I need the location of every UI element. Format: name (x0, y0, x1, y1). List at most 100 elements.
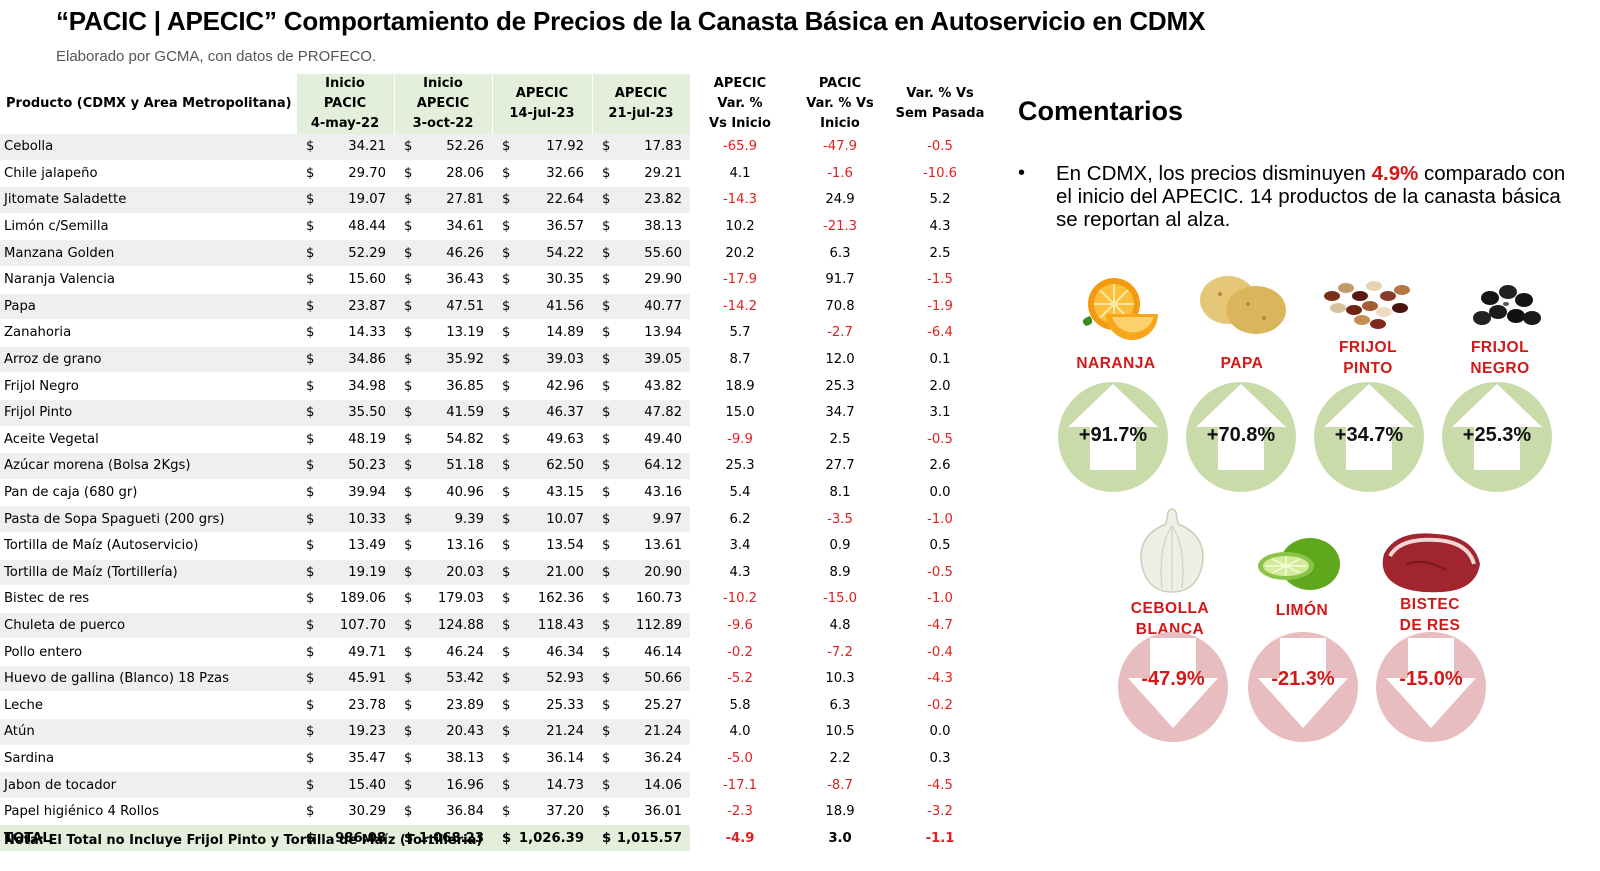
price-value: 51.18 (446, 458, 484, 474)
price-value: 10.33 (348, 511, 386, 527)
price-value: 52.26 (446, 139, 484, 155)
price-value: 21.24 (546, 724, 584, 740)
variation-cell: 3.0 (790, 824, 890, 853)
product-name: Pollo entero (0, 638, 296, 666)
price-cell: $52.26 (394, 134, 492, 161)
price-value: 38.13 (446, 750, 484, 766)
currency-symbol: $ (404, 538, 413, 554)
price-value: 36.84 (446, 804, 484, 820)
price-cell: $23.87 (296, 293, 394, 321)
price-value: 13.19 (446, 325, 484, 341)
price-cell: $35.92 (394, 346, 492, 374)
currency-symbol: $ (306, 378, 315, 394)
percent-change: +34.7% (1334, 424, 1404, 446)
variation-cell: 3.4 (690, 532, 790, 560)
price-cell: $1,015.57 (592, 824, 690, 853)
increase-badge: +34.7% (1314, 382, 1424, 492)
price-cell: $13.49 (296, 532, 394, 560)
currency-symbol: $ (502, 777, 511, 793)
currency-symbol: $ (502, 511, 511, 527)
variation-cell: 5.8 (690, 691, 790, 720)
price-value: 13.54 (546, 538, 584, 554)
price-cell: $1,068.23 (394, 824, 492, 853)
currency-symbol: $ (306, 644, 315, 660)
product-name: Azúcar morena (Bolsa 2Kgs) (0, 452, 296, 480)
price-cell: $48.44 (296, 213, 394, 241)
currency-symbol: $ (404, 325, 413, 341)
currency-symbol: $ (306, 724, 315, 740)
price-value: 17.83 (644, 139, 682, 155)
price-cell: $9.97 (592, 505, 690, 533)
price-cell: $35.47 (296, 745, 394, 773)
variation-cell: 4.0 (690, 718, 790, 746)
price-value: 50.66 (644, 671, 682, 687)
price-value: 37.20 (546, 804, 584, 820)
price-cell: $36.14 (492, 745, 592, 773)
variation-cell: 4.3 (890, 213, 990, 241)
price-cell: $112.89 (592, 612, 690, 640)
currency-symbol: $ (602, 405, 611, 421)
currency-symbol: $ (502, 352, 511, 368)
price-cell: $41.59 (394, 399, 492, 427)
price-value: 30.35 (546, 272, 584, 288)
currency-symbol: $ (306, 485, 315, 501)
variation-cell: 4.3 (690, 559, 790, 587)
product-name: Tortilla de Maíz (Autoservicio) (0, 532, 296, 560)
price-value: 46.34 (546, 644, 584, 660)
currency-symbol: $ (602, 511, 611, 527)
label-line: NARANJA (1076, 355, 1156, 372)
currency-symbol: $ (306, 219, 315, 235)
price-value: 36.14 (546, 750, 584, 766)
arrow-up-icon (1196, 384, 1286, 470)
variation-cell: -2.7 (790, 319, 890, 347)
currency-symbol: $ (404, 564, 413, 580)
currency-symbol: $ (306, 192, 315, 208)
price-value: 34.21 (348, 139, 386, 155)
price-value: 46.24 (446, 644, 484, 660)
increase-badge: +25.3% (1442, 382, 1552, 492)
table-row: Bistec de res $189.06 $179.03 $162.36 $160.7… (0, 585, 990, 613)
price-cell: $50.66 (592, 665, 690, 693)
variation-cell: -3.5 (790, 505, 890, 533)
currency-symbol: $ (306, 697, 315, 713)
product-name: Chile jalapeño (0, 160, 296, 188)
currency-symbol: $ (404, 724, 413, 740)
price-value: 13.94 (644, 325, 682, 341)
currency-symbol: $ (404, 352, 413, 368)
price-cell: $53.42 (394, 665, 492, 693)
currency-symbol: $ (404, 458, 413, 474)
variation-cell: 91.7 (790, 266, 890, 294)
price-value: 46.26 (446, 245, 484, 261)
table-row: Azúcar morena (Bolsa 2Kgs) $50.23 $51.18 $6… (0, 452, 990, 480)
label-line: FRIJOL (1338, 339, 1398, 356)
variation-cell: 2.5 (790, 426, 890, 454)
price-cell: $20.03 (394, 559, 492, 587)
orange-icon (1066, 270, 1166, 345)
price-cell: $46.26 (394, 239, 492, 267)
price-cell: $46.34 (492, 638, 592, 666)
price-cell: $23.89 (394, 691, 492, 720)
table-row: Huevo de gallina (Blanco) 18 Pzas $45.91 $… (0, 665, 990, 693)
product-highlight-label: BISTEC DE RES (1370, 594, 1490, 636)
table-row: Cebolla $34.21 $52.26 $17.92 $17.83 -65.9 -47.… (0, 134, 990, 161)
variation-cell: -14.3 (690, 186, 790, 214)
price-cell: $13.19 (394, 319, 492, 347)
product-name: Bistec de res (0, 585, 296, 613)
price-cell: $19.07 (296, 186, 394, 214)
price-cell: $27.81 (394, 186, 492, 214)
currency-symbol: $ (602, 724, 611, 740)
price-cell: $38.13 (592, 213, 690, 241)
price-cell: $34.21 (296, 134, 394, 161)
product-name: Sardina (0, 745, 296, 773)
currency-symbol: $ (502, 724, 511, 740)
variation-cell: 0.5 (890, 532, 990, 560)
currency-symbol: $ (404, 165, 413, 181)
price-value: 29.90 (644, 272, 682, 288)
variation-cell: 12.0 (790, 346, 890, 374)
price-value: 25.27 (644, 697, 682, 713)
price-cell: $29.21 (592, 160, 690, 188)
currency-symbol: $ (404, 777, 413, 793)
price-value: 38.13 (644, 219, 682, 235)
variation-cell: 0.3 (890, 745, 990, 773)
price-value: 46.14 (644, 644, 682, 660)
